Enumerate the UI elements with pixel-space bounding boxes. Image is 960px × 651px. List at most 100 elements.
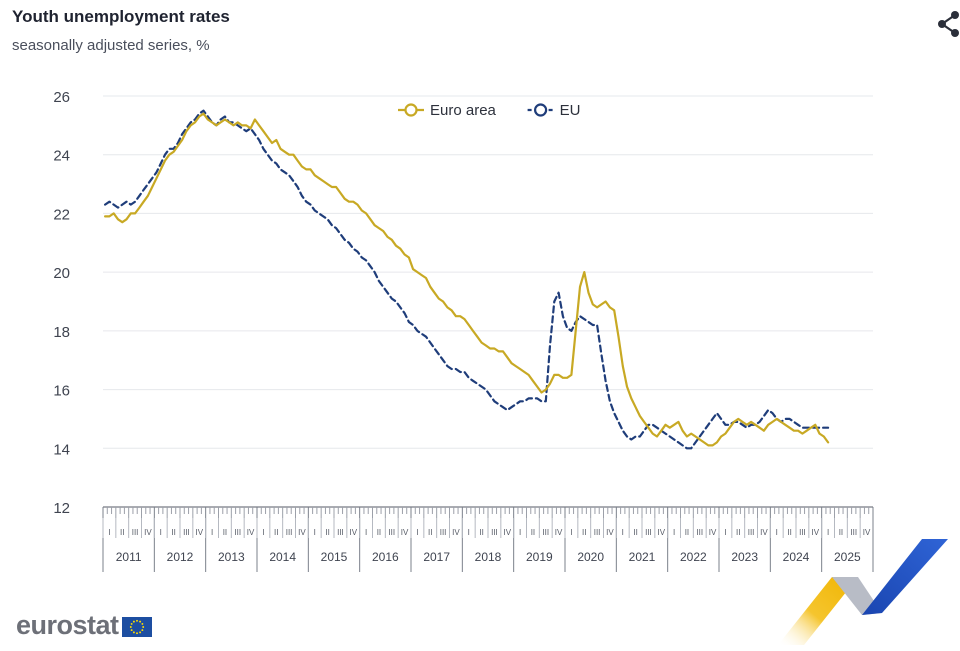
quarter-label: III xyxy=(850,528,857,537)
year-label: 2014 xyxy=(269,550,296,564)
quarter-label: II xyxy=(171,528,175,537)
legend-item-euro-area[interactable]: Euro area xyxy=(398,102,497,119)
quarter-label: I xyxy=(160,528,162,537)
grid-lines xyxy=(103,95,873,449)
decorative-chevron-graphic xyxy=(778,539,948,645)
quarter-label: I xyxy=(724,528,726,537)
legend-marker xyxy=(533,103,548,117)
flag-star xyxy=(138,620,141,623)
year-label: 2025 xyxy=(834,550,861,564)
quarter-label: II xyxy=(787,528,791,537)
quarter-label: III xyxy=(234,528,241,537)
quarter-label: III xyxy=(286,528,293,537)
series-line-eu xyxy=(103,109,830,450)
quarter-label: III xyxy=(388,528,395,537)
quarter-label: II xyxy=(325,528,329,537)
quarter-label: III xyxy=(440,528,447,537)
quarter-label: IV xyxy=(863,528,871,537)
quarter-label: I xyxy=(262,528,264,537)
quarter-label: II xyxy=(839,528,843,537)
year-label: 2024 xyxy=(783,550,810,564)
eu-flag-icon xyxy=(121,616,152,637)
quarter-label: II xyxy=(582,528,586,537)
year-label: 2016 xyxy=(372,550,399,564)
quarter-label: I xyxy=(365,528,367,537)
quarter-label: I xyxy=(314,528,316,537)
year-label: 2018 xyxy=(475,550,502,564)
quarter-label: III xyxy=(645,528,652,537)
y-tick-label: 18 xyxy=(53,324,70,341)
quarter-label: IV xyxy=(811,528,819,537)
flag-star xyxy=(135,619,138,622)
year-label: 2012 xyxy=(167,550,194,564)
quarter-label: I xyxy=(468,528,470,537)
quarter-label: IV xyxy=(452,528,460,537)
quarter-label: I xyxy=(570,528,572,537)
share-icon[interactable] xyxy=(937,10,960,38)
year-label: 2015 xyxy=(321,550,348,564)
quarter-label: IV xyxy=(503,528,511,537)
quarter-label: IV xyxy=(555,528,563,537)
quarter-label: II xyxy=(736,528,740,537)
quarter-label: IV xyxy=(760,528,768,537)
series-lines xyxy=(103,109,830,450)
year-label: 2019 xyxy=(526,550,553,564)
quarter-label: II xyxy=(223,528,227,537)
quarter-label: III xyxy=(748,528,755,537)
quarter-label: I xyxy=(827,528,829,537)
quarter-label: I xyxy=(108,528,110,537)
y-tick-label: 16 xyxy=(53,383,70,400)
y-tick-label: 24 xyxy=(53,148,70,165)
year-label: 2023 xyxy=(731,550,758,564)
y-axis-tick-labels: 12 14 16 18 20 22 24 26 xyxy=(53,89,70,517)
y-tick-label: 12 xyxy=(53,500,70,517)
quarter-label: IV xyxy=(298,528,306,537)
quarter-label: III xyxy=(696,528,703,537)
y-tick-label: 20 xyxy=(53,265,70,282)
flag-star xyxy=(140,628,143,631)
quarter-label: II xyxy=(633,528,637,537)
quarter-label: I xyxy=(622,528,624,537)
series-line-euro-area xyxy=(103,112,830,447)
quarter-label: II xyxy=(377,528,381,537)
flag-star xyxy=(135,631,138,634)
flag-star xyxy=(130,628,133,631)
year-label: 2011 xyxy=(116,550,142,564)
quarter-label: IV xyxy=(401,528,409,537)
year-label: 2013 xyxy=(218,550,245,564)
y-tick-label: 22 xyxy=(53,206,70,223)
flag-star xyxy=(132,630,135,633)
chart-subtitle: seasonally adjusted series, % xyxy=(12,37,210,54)
legend-item-eu[interactable]: EU xyxy=(527,102,581,119)
y-tick-label: 26 xyxy=(53,89,70,106)
flag-star xyxy=(138,630,141,633)
quarter-label: III xyxy=(183,528,190,537)
quarter-label: IV xyxy=(247,528,255,537)
quarter-label: IV xyxy=(349,528,357,537)
flag-star xyxy=(130,622,133,625)
quarter-label: I xyxy=(673,528,675,537)
quarter-label: I xyxy=(211,528,213,537)
y-tick-label: 14 xyxy=(53,441,70,458)
quarter-label: I xyxy=(416,528,418,537)
legend[interactable]: Euro area EU xyxy=(398,102,580,119)
quarter-label: II xyxy=(479,528,483,537)
quarter-label: I xyxy=(519,528,521,537)
year-label: 2021 xyxy=(629,550,656,564)
flag-star xyxy=(141,625,144,628)
year-label: 2017 xyxy=(423,550,450,564)
year-label: 2022 xyxy=(680,550,707,564)
flag-star xyxy=(132,620,135,623)
quarter-label: III xyxy=(132,528,139,537)
eurostat-logo: eurostat xyxy=(16,610,152,641)
legend-label: EU xyxy=(560,102,581,119)
quarter-label: III xyxy=(799,528,806,537)
brand-name: eurostat xyxy=(16,610,119,640)
quarter-label: IV xyxy=(195,528,203,537)
legend-label: Euro area xyxy=(430,102,497,119)
quarter-label: III xyxy=(542,528,549,537)
legend-marker xyxy=(404,103,418,117)
flag-star xyxy=(140,622,143,625)
quarter-label: IV xyxy=(144,528,152,537)
